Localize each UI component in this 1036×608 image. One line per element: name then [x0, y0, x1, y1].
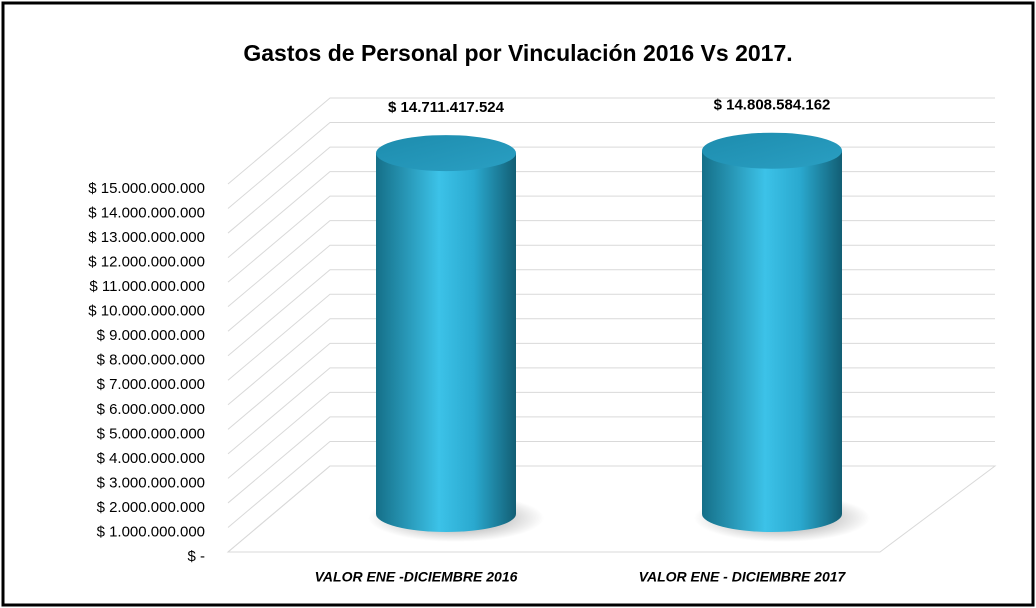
- bar: [376, 153, 516, 532]
- y-tick-label: $ 1.000.000.000: [97, 523, 205, 540]
- grid-line: [227, 97, 995, 185]
- y-tick-label: $ 2.000.000.000: [97, 499, 205, 516]
- y-tick-label: $ -: [187, 548, 205, 565]
- y-tick-label: $ 7.000.000.000: [97, 376, 205, 393]
- bar-top: [702, 132, 842, 169]
- y-tick-label: $ 5.000.000.000: [97, 425, 205, 442]
- y-tick-label: $ 15.000.000.000: [88, 180, 205, 197]
- y-tick-label: $ 13.000.000.000: [88, 229, 205, 246]
- y-tick-label: $ 14.000.000.000: [88, 205, 205, 222]
- y-tick-label: $ 3.000.000.000: [97, 474, 205, 491]
- y-tick-label: $ 8.000.000.000: [97, 352, 205, 369]
- y-tick-label: $ 12.000.000.000: [88, 254, 205, 271]
- bar: [702, 150, 842, 532]
- x-tick-label: VALOR ENE -DICIEMBRE 2016: [315, 569, 518, 585]
- y-tick-label: $ 10.000.000.000: [88, 303, 205, 320]
- chart-title: Gastos de Personal por Vinculación 2016 …: [243, 40, 792, 66]
- y-tick-label: $ 11.000.000.000: [89, 278, 205, 295]
- y-tick-label: $ 6.000.000.000: [97, 401, 205, 418]
- data-label: $ 14.808.584.162: [714, 97, 831, 114]
- x-tick-label: VALOR ENE - DICIEMBRE 2017: [639, 569, 847, 585]
- bar-top: [376, 135, 516, 172]
- grid-line: [227, 122, 995, 209]
- data-label: $ 14.711.417.524: [388, 99, 505, 116]
- y-tick-label: $ 9.000.000.000: [97, 327, 205, 344]
- y-tick-label: $ 4.000.000.000: [97, 450, 205, 467]
